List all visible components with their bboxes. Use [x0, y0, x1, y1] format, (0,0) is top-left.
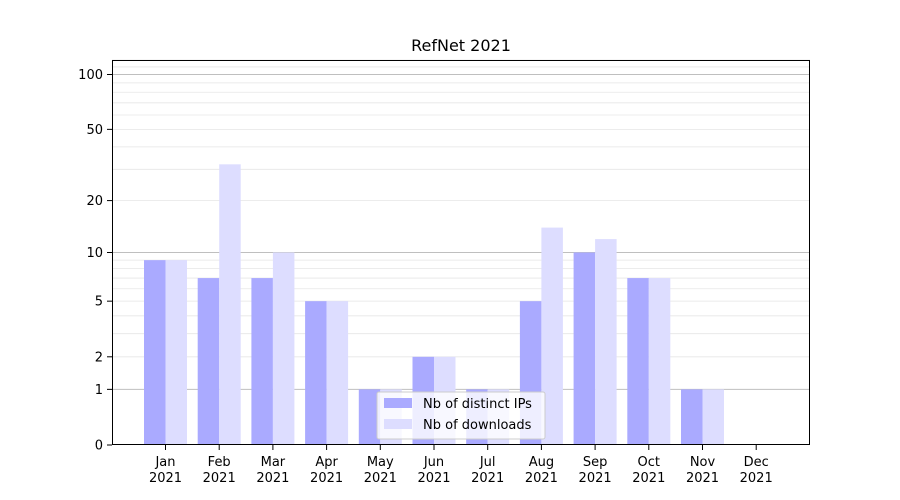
bar-distinct-ips: [251, 278, 273, 445]
x-tick-label: Apr: [315, 455, 338, 470]
x-tick-label-year: 2021: [525, 471, 558, 486]
bar-distinct-ips: [358, 389, 381, 445]
bar-distinct-ips: [144, 260, 166, 445]
y-tick-label: 5: [95, 295, 103, 310]
x-axis: Jan2021Feb2021Mar2021Apr2021May2021Jun20…: [149, 445, 773, 486]
x-tick-label: Jun: [423, 455, 444, 470]
y-tick-label: 50: [86, 123, 103, 138]
bar-downloads: [595, 239, 617, 445]
x-tick-label: Dec: [744, 455, 769, 470]
x-tick-label: Mar: [261, 455, 286, 470]
y-tick-label: 20: [86, 194, 103, 209]
bar-distinct-ips: [681, 389, 703, 445]
x-tick-label-year: 2021: [740, 471, 773, 486]
bar-downloads: [541, 227, 563, 445]
x-tick-label: Oct: [638, 455, 660, 470]
chart-title: RefNet 2021: [411, 36, 511, 55]
legend-swatch-downloads: [384, 419, 412, 429]
bar-distinct-ips: [197, 278, 220, 445]
bar-distinct-ips: [573, 252, 596, 445]
x-tick-label-year: 2021: [310, 471, 343, 486]
x-tick-label: Jan: [154, 455, 175, 470]
bar-downloads: [272, 252, 295, 445]
plot-frame: [112, 60, 810, 445]
x-tick-label-year: 2021: [256, 471, 289, 486]
legend-label-distinct-ips: Nb of distinct IPs: [423, 397, 532, 412]
x-tick-label-year: 2021: [417, 471, 450, 486]
bar-downloads: [326, 301, 349, 445]
bar-distinct-ips: [305, 301, 327, 445]
x-tick-label-year: 2021: [632, 471, 665, 486]
bar-distinct-ips: [627, 278, 649, 445]
bar-downloads: [702, 389, 724, 445]
y-tick-label: 0: [95, 439, 103, 454]
x-tick-label: Aug: [529, 455, 554, 470]
x-tick-label: Feb: [208, 455, 231, 470]
legend: Nb of distinct IPs Nb of downloads: [376, 391, 546, 440]
y-tick-label: 10: [86, 246, 103, 261]
x-tick-label-year: 2021: [364, 471, 397, 486]
x-tick-label-year: 2021: [203, 471, 236, 486]
y-axis: 0 1 2 5 10 20 50 100: [78, 68, 112, 454]
x-tick-label-year: 2021: [579, 471, 612, 486]
bar-downloads: [219, 164, 241, 445]
x-tick-label: May: [367, 455, 394, 470]
legend-label-downloads: Nb of downloads: [423, 418, 532, 433]
y-tick-label: 2: [95, 350, 103, 365]
x-tick-label-year: 2021: [471, 471, 504, 486]
x-tick-label: Sep: [583, 455, 608, 470]
legend-box: [376, 391, 546, 440]
x-tick-label-year: 2021: [149, 471, 182, 486]
x-tick-label: Jul: [479, 455, 496, 470]
x-tick-label-year: 2021: [686, 471, 719, 486]
y-tick-label: 1: [95, 383, 103, 398]
y-tick-label: 100: [78, 68, 103, 83]
legend-swatch-distinct-ips: [384, 398, 412, 408]
x-tick-label: Nov: [690, 455, 716, 470]
bar-downloads: [165, 260, 187, 445]
bar-downloads: [648, 278, 671, 445]
